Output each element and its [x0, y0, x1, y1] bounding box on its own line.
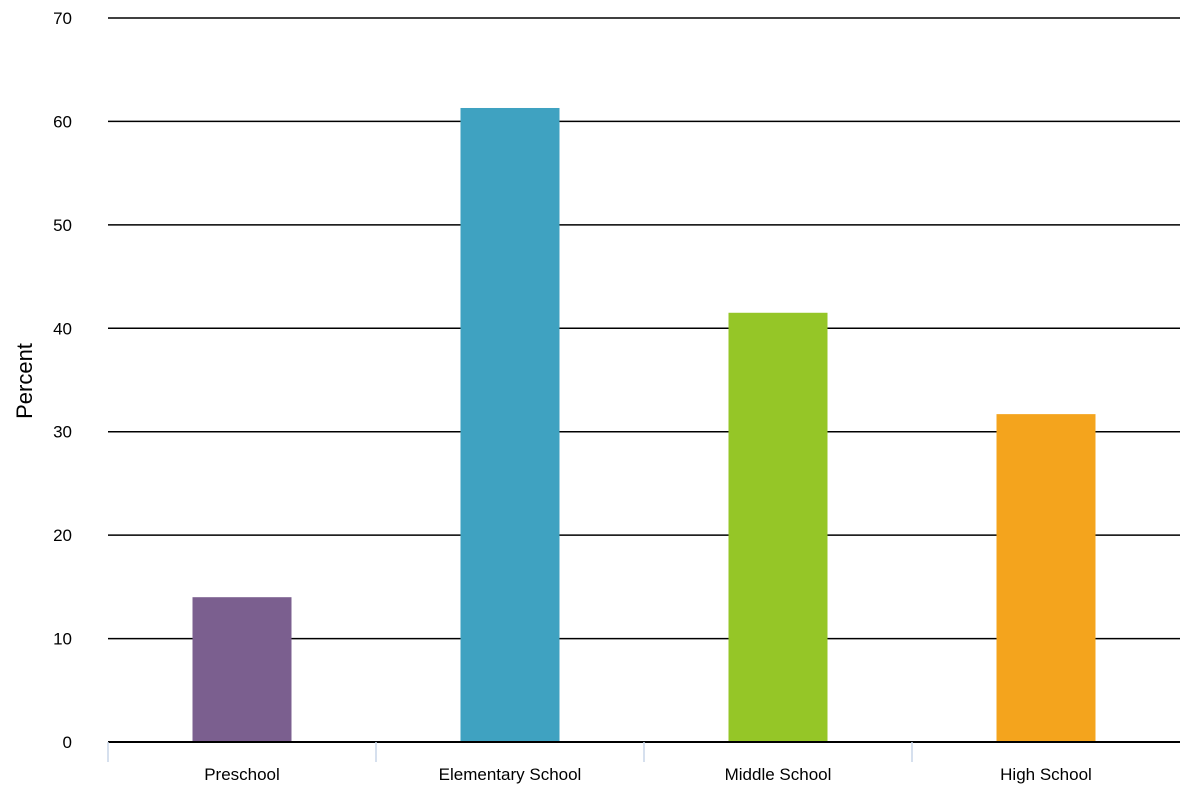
x-tick-label: Elementary School	[439, 765, 582, 784]
gridlines	[108, 17, 1180, 640]
x-axis	[107, 741, 1180, 762]
bar	[996, 414, 1096, 742]
bar	[460, 107, 560, 743]
y-axis-ticks: 0 10 20 30 40 50 60 70	[53, 9, 72, 752]
y-axis-label: Percent	[12, 343, 37, 419]
bar	[728, 312, 828, 742]
x-tick-label: High School	[1000, 765, 1092, 784]
y-tick-label: 10	[53, 630, 72, 649]
bar	[192, 597, 292, 742]
y-tick-label: 40	[53, 319, 72, 338]
x-tick-label: Preschool	[204, 765, 280, 784]
y-tick-label: 30	[53, 423, 72, 442]
y-tick-label: 0	[63, 733, 72, 752]
x-tick-label: Middle School	[725, 765, 832, 784]
y-tick-label: 20	[53, 526, 72, 545]
bars	[192, 107, 1096, 743]
x-axis-ticks: Preschool Elementary School Middle School H…	[204, 765, 1092, 784]
y-tick-label: 60	[53, 112, 72, 131]
y-tick-label: 50	[53, 216, 72, 235]
y-tick-label: 70	[53, 9, 72, 28]
